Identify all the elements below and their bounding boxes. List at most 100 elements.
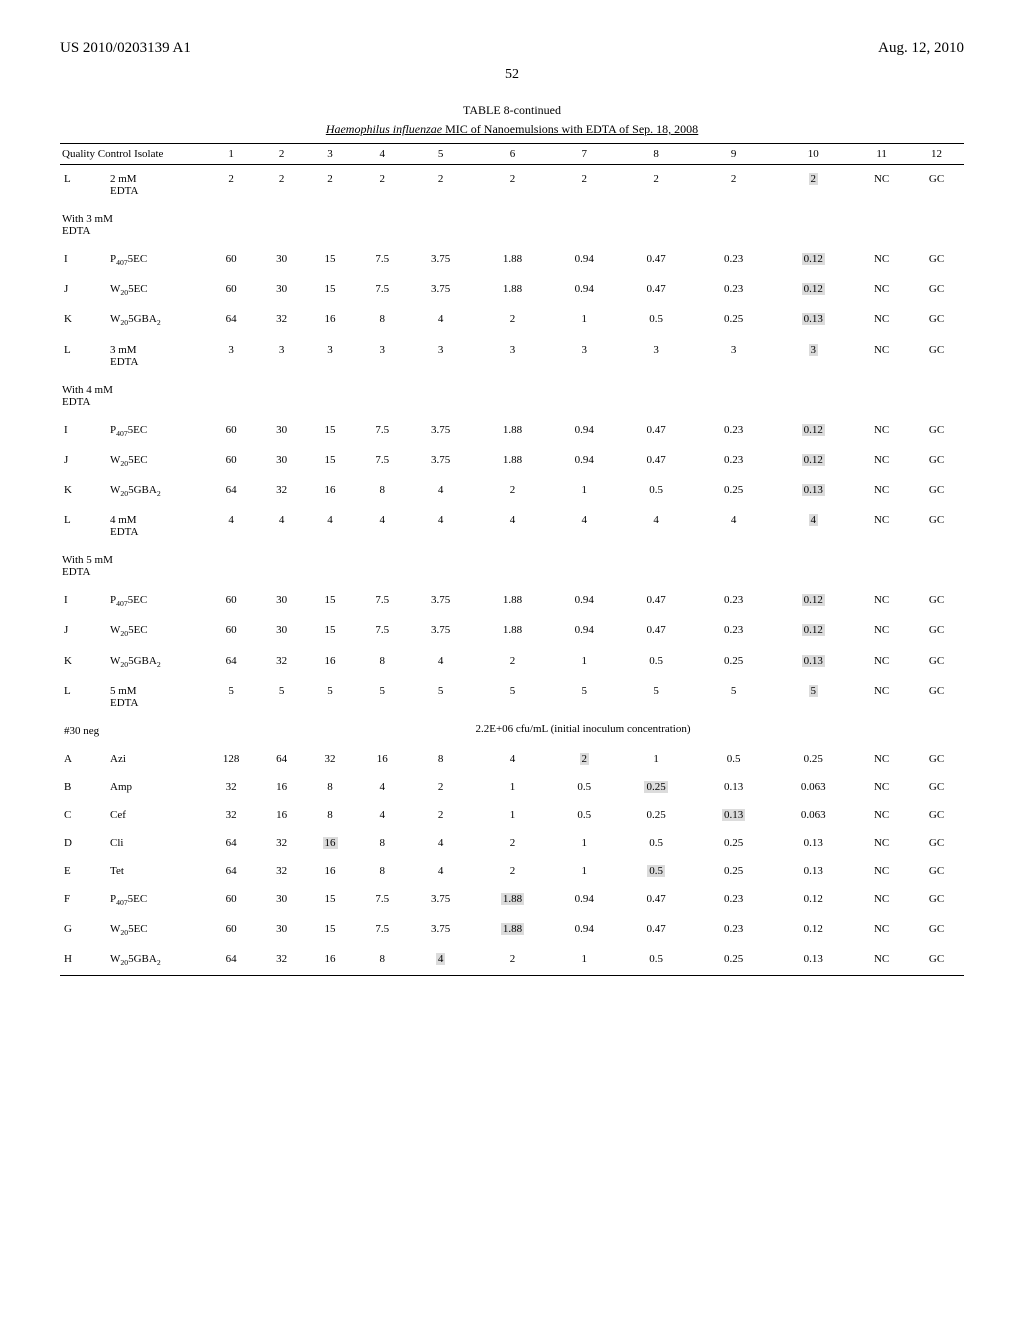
table-row: IP4075EC6030157.53.751.880.940.470.230.1… (60, 586, 964, 616)
col-9: 9 (695, 144, 773, 165)
cell-value: 16 (357, 745, 408, 773)
cell-value: 0.25 (695, 305, 773, 335)
cell-value: 5 (474, 677, 552, 717)
mic-highlight: 0.13 (802, 313, 825, 325)
cell-value: 0.23 (695, 446, 773, 476)
cell-value: 128 (202, 745, 260, 773)
cell-value: 0.13 (772, 857, 854, 885)
cell-value: 0.12 (772, 275, 854, 305)
cell-value: 3.75 (408, 446, 474, 476)
cell-value: 4 (260, 506, 303, 546)
cell-value: NC (854, 416, 909, 446)
table-body: L2 mMEDTA2222222222NCGCWith 3 mMEDTAIP40… (60, 165, 964, 976)
cell-value: 16 (303, 305, 357, 335)
cell-value: 60 (202, 885, 260, 915)
row-label: J (60, 275, 106, 305)
cell-value: 30 (260, 616, 303, 646)
mic-highlight: 2 (809, 173, 819, 185)
cell-value: 1.88 (474, 915, 552, 945)
section-label: With 4 mMEDTA (60, 376, 964, 416)
cell-value: 4 (357, 773, 408, 801)
mic-table: Quality Control Isolate 1 2 3 4 5 6 7 8 … (60, 143, 964, 976)
row-label: J (60, 616, 106, 646)
cell-value: 15 (303, 416, 357, 446)
cell-value: 5 (695, 677, 773, 717)
cell-value: NC (854, 773, 909, 801)
cell-value: 1.88 (474, 616, 552, 646)
cell-value: 0.5 (617, 647, 695, 677)
cell-value: 16 (303, 476, 357, 506)
cell-value: NC (854, 745, 909, 773)
cell-value: 4 (408, 829, 474, 857)
col-6: 6 (474, 144, 552, 165)
cell-value: 0.5 (695, 745, 773, 773)
table-row: HW205GBA264321684210.50.250.13NCGC (60, 945, 964, 976)
cell-value: GC (909, 245, 964, 275)
cell-value: 4 (408, 305, 474, 335)
cell-value: NC (854, 336, 909, 376)
cell-value: 60 (202, 586, 260, 616)
sample-label: W205EC (106, 446, 202, 476)
table-row: JW205EC6030157.53.751.880.940.470.230.12… (60, 275, 964, 305)
cell-value: 0.23 (695, 616, 773, 646)
cell-value: 7.5 (357, 446, 408, 476)
cell-value: 1 (474, 773, 552, 801)
cell-value: 2 (474, 857, 552, 885)
mic-highlight: 16 (323, 837, 338, 849)
cell-value: 15 (303, 885, 357, 915)
cell-value: 0.94 (551, 416, 617, 446)
cell-value: 0.94 (551, 616, 617, 646)
mic-highlight: 0.12 (802, 253, 825, 265)
cell-value: GC (909, 506, 964, 546)
cell-value: 32 (260, 647, 303, 677)
doc-date: Aug. 12, 2010 (878, 40, 964, 57)
cell-value: 2 (772, 165, 854, 206)
table-row: DCli64321684210.50.250.13NCGC (60, 829, 964, 857)
cell-value: 2 (408, 773, 474, 801)
col-header-isolate: Quality Control Isolate (60, 144, 202, 165)
cell-value: 3.75 (408, 275, 474, 305)
cell-value: 0.94 (551, 586, 617, 616)
cell-value: GC (909, 745, 964, 773)
cell-value: 3.75 (408, 416, 474, 446)
cell-value: 1 (474, 801, 552, 829)
cell-value: GC (909, 945, 964, 976)
cell-value: 16 (303, 647, 357, 677)
cell-value: 2 (474, 829, 552, 857)
cell-value: 30 (260, 885, 303, 915)
cell-value: 8 (357, 945, 408, 976)
table-title: TABLE 8-continued (60, 103, 964, 118)
cell-value: 1 (551, 945, 617, 976)
cell-value: 0.12 (772, 915, 854, 945)
cell-value: 1 (551, 476, 617, 506)
mic-highlight: 5 (809, 685, 819, 697)
row-label: L (60, 677, 106, 717)
mic-highlight: 0.25 (644, 781, 667, 793)
row-label: A (60, 745, 106, 773)
cell-value: 0.23 (695, 586, 773, 616)
cell-value: NC (854, 245, 909, 275)
page-header: US 2010/0203139 A1 Aug. 12, 2010 (60, 40, 964, 57)
cell-value: 2 (474, 165, 552, 206)
cell-value: 8 (357, 647, 408, 677)
sample-label: Azi (106, 745, 202, 773)
sample-label: W205GBA2 (106, 305, 202, 335)
table-row: With 5 mMEDTA (60, 546, 964, 586)
cell-value: 0.12 (772, 586, 854, 616)
cell-value: NC (854, 586, 909, 616)
cell-value: 0.5 (617, 305, 695, 335)
mic-highlight: 4 (436, 953, 446, 965)
sample-label: 5 mMEDTA (106, 677, 202, 717)
cell-value: 15 (303, 275, 357, 305)
cell-value: 0.13 (772, 829, 854, 857)
cell-value: 8 (303, 801, 357, 829)
cell-value: 0.5 (617, 829, 695, 857)
col-2: 2 (260, 144, 303, 165)
cell-value: GC (909, 677, 964, 717)
cell-value: 0.23 (695, 915, 773, 945)
cell-value: 0.25 (695, 647, 773, 677)
cell-value: GC (909, 647, 964, 677)
cell-value: NC (854, 275, 909, 305)
cell-value: 0.5 (551, 801, 617, 829)
table-row: GW205EC6030157.53.751.880.940.470.230.12… (60, 915, 964, 945)
